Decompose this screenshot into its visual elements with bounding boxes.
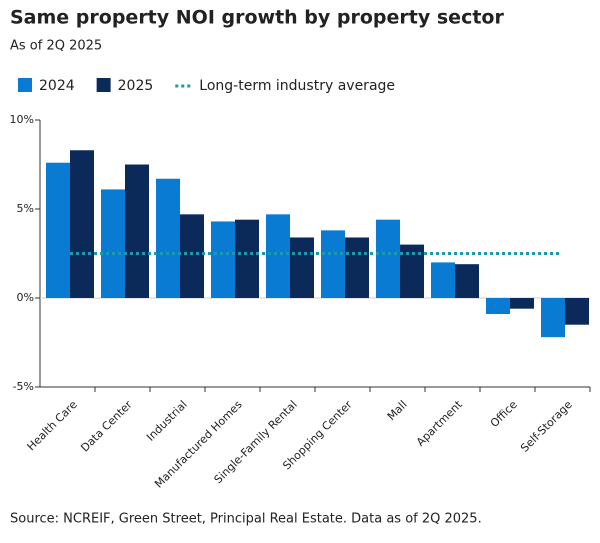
y-tick-label: 0% bbox=[17, 291, 34, 304]
bar bbox=[345, 237, 369, 298]
x-tick-label: Self-Storage bbox=[518, 398, 575, 455]
bar bbox=[486, 298, 510, 315]
bar bbox=[211, 221, 235, 298]
bar bbox=[125, 164, 149, 298]
x-tick-label: Office bbox=[488, 398, 520, 430]
x-tick-label: Health Care bbox=[25, 398, 80, 453]
bar bbox=[455, 264, 479, 298]
chart-subtitle: As of 2Q 2025 bbox=[10, 39, 102, 54]
legend-label: 2025 bbox=[118, 78, 154, 94]
bar bbox=[235, 219, 259, 298]
bar bbox=[565, 298, 589, 325]
bar bbox=[266, 214, 290, 298]
bar bbox=[46, 162, 70, 298]
y-tick-label: 5% bbox=[17, 202, 34, 215]
legend-swatch bbox=[96, 78, 111, 92]
x-tick-label: Industrial bbox=[144, 398, 190, 444]
legend-label: Long-term industry average bbox=[199, 78, 395, 94]
bar bbox=[180, 214, 204, 298]
chart-title: Same property NOI growth by property sec… bbox=[10, 7, 504, 29]
bar bbox=[156, 178, 180, 298]
bar bbox=[321, 230, 345, 298]
bar bbox=[376, 219, 400, 298]
bar bbox=[510, 298, 534, 309]
bar bbox=[101, 189, 125, 298]
bar bbox=[541, 298, 565, 338]
x-tick-label: Mall bbox=[385, 398, 410, 423]
bar bbox=[290, 237, 314, 298]
legend-label: 2024 bbox=[39, 78, 75, 94]
bar bbox=[431, 262, 455, 298]
bar bbox=[70, 150, 94, 298]
x-tick-label: Apartment bbox=[414, 398, 465, 449]
source-note: Source: NCREIF, Green Street, Principal … bbox=[10, 512, 482, 527]
x-tick-label: Data Center bbox=[78, 398, 135, 455]
y-tick-label: 10% bbox=[10, 113, 34, 126]
y-tick-label: -5% bbox=[13, 380, 34, 393]
legend-swatch bbox=[18, 78, 32, 92]
